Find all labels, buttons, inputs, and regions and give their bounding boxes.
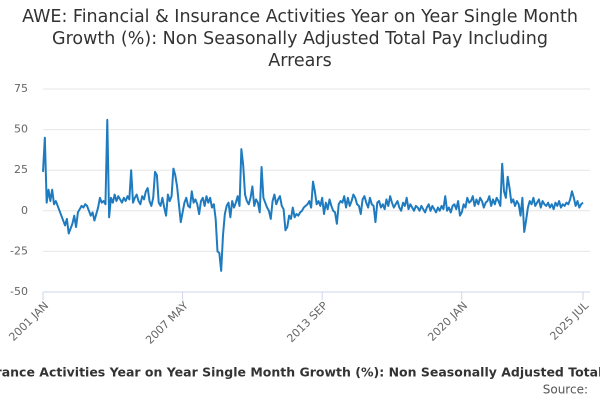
- chart-title: AWE: Financial & Insurance Activities Ye…: [22, 7, 578, 71]
- x-tick-label: 2007 MAY: [143, 299, 191, 347]
- x-tick-label: 2013 SEP: [284, 299, 330, 345]
- y-tick-label: 0: [21, 204, 28, 217]
- y-tick-label: 25: [14, 163, 28, 176]
- y-tick-label: -25: [10, 244, 28, 257]
- y-tick-label: 75: [14, 82, 28, 95]
- x-tick-label: 2020 JAN: [425, 299, 470, 344]
- series-line: [42, 118, 584, 272]
- y-tick-label: 50: [14, 123, 28, 136]
- legend-entry: AWE: Financial & Insurance Activities Ye…: [0, 365, 600, 380]
- x-tick-label: 2001 JAN: [6, 299, 51, 344]
- y-tick-label: -50: [10, 285, 28, 298]
- x-tick-label: 2025 JUL: [547, 298, 591, 342]
- source: Source:: [543, 383, 588, 397]
